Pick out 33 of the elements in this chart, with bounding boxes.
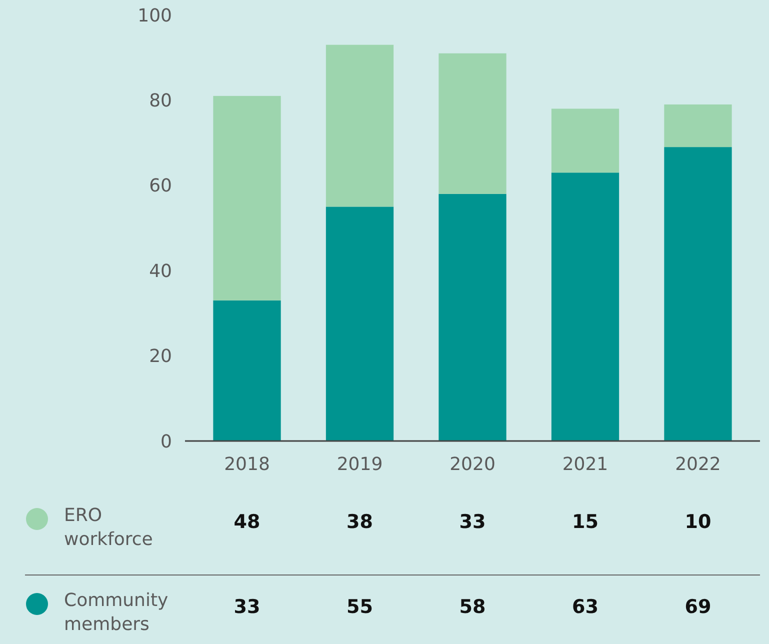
y-tick-label: 60 xyxy=(149,176,172,197)
y-tick-label: 20 xyxy=(149,346,172,368)
y-tick-label: 100 xyxy=(138,5,172,26)
data-label: 58 xyxy=(459,596,486,618)
data-label: 55 xyxy=(346,596,373,618)
y-tick-label: 0 xyxy=(160,431,172,452)
x-tick-label: 2022 xyxy=(675,454,721,475)
bar xyxy=(551,108,620,173)
data-label: 63 xyxy=(572,596,598,618)
y-tick-label: 40 xyxy=(149,260,172,282)
bar xyxy=(213,300,281,441)
bar xyxy=(326,206,394,441)
data-label: 33 xyxy=(459,511,486,533)
data-label: 48 xyxy=(234,511,260,533)
data-label: 38 xyxy=(346,511,373,533)
bar xyxy=(664,104,732,148)
data-label: 10 xyxy=(684,511,712,533)
x-tick-label: 2021 xyxy=(562,454,608,475)
data-label: 69 xyxy=(684,596,712,618)
data-label: 15 xyxy=(572,511,598,533)
x-tick-label: 2018 xyxy=(224,454,270,475)
bar xyxy=(551,172,620,441)
bar xyxy=(438,53,506,194)
bar xyxy=(438,194,506,441)
data-label: 33 xyxy=(234,596,260,618)
legend-label: Community members xyxy=(64,590,169,635)
bar xyxy=(326,44,394,207)
bar xyxy=(664,147,732,441)
bar xyxy=(213,96,281,300)
x-tick-label: 2019 xyxy=(336,454,383,475)
y-tick-label: 80 xyxy=(149,90,172,112)
legend-label: ERO workforce xyxy=(64,505,153,550)
x-tick-label: 2020 xyxy=(450,454,496,475)
